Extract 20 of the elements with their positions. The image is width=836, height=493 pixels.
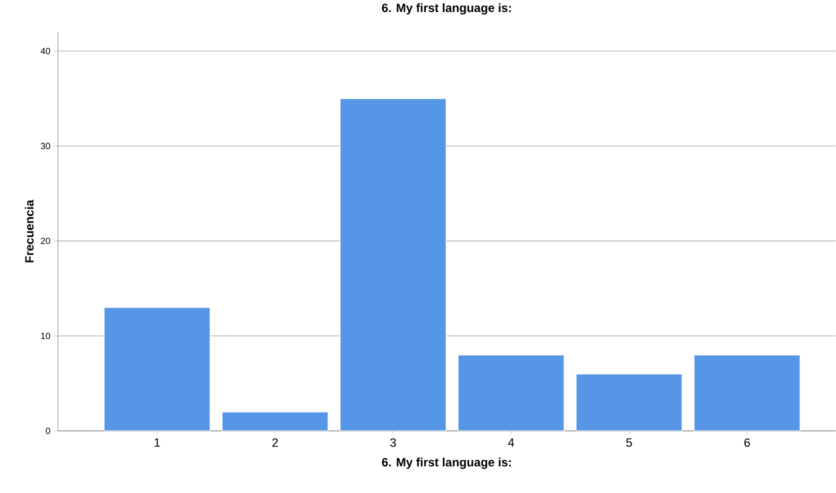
bar xyxy=(340,98,447,431)
y-tick-label: 30 xyxy=(40,142,50,150)
bar xyxy=(694,354,801,431)
x-axis-title: 6. My first language is: xyxy=(382,458,511,469)
bar xyxy=(458,354,565,431)
x-tick-label: 4 xyxy=(508,438,514,447)
y-axis-title: Frecuencia xyxy=(24,200,34,262)
x-tick-label: 5 xyxy=(626,438,632,447)
chart-title: 6. My first language is: xyxy=(382,3,511,15)
y-tick-label: 20 xyxy=(40,238,50,244)
bar xyxy=(576,373,683,431)
bar xyxy=(222,411,329,431)
bar xyxy=(104,306,211,431)
y-tick-label: 40 xyxy=(40,48,50,54)
x-tick-label: 1 xyxy=(154,438,160,447)
y-tick-label: 10 xyxy=(41,332,50,340)
x-tick-label: 3 xyxy=(390,438,396,447)
y-tick-label: 0 xyxy=(46,428,50,434)
x-tick-label: 2 xyxy=(272,438,278,447)
x-tick-label: 6 xyxy=(744,438,750,447)
